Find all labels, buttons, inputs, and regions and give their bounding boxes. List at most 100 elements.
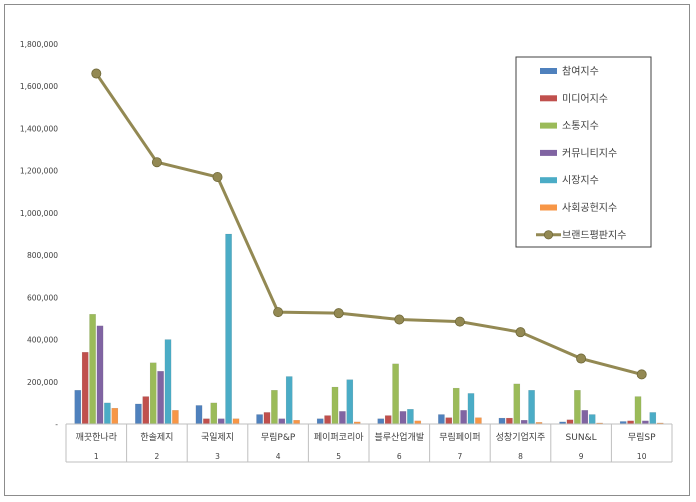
x-category-label: 한솔제지 xyxy=(140,432,173,443)
legend-label: 브랜드평판지수 xyxy=(562,229,626,241)
x-axis: 깨끗한나라 1 한솔제지 2 국일제지 3 무림P&P 4 페이퍼코리아 5 블루산업개발 6 무림페이… xyxy=(65,423,673,463)
legend-box xyxy=(515,56,652,248)
bar-series-group xyxy=(74,233,664,425)
x-category-label: 성창기업지주 xyxy=(496,432,546,443)
bar-3 xyxy=(271,390,278,425)
bar-3 xyxy=(149,362,157,425)
x-rank-label: 8 xyxy=(518,452,523,461)
bar-5 xyxy=(164,339,172,425)
x-category-label: SUN&L xyxy=(566,433,597,443)
x-category-label: 페이퍼코리아 xyxy=(314,432,364,443)
bar-3 xyxy=(574,390,581,425)
bar-4 xyxy=(217,418,225,425)
bar-1 xyxy=(498,417,506,425)
bar-6 xyxy=(293,420,300,425)
bar-1 xyxy=(74,390,82,425)
brand-index-point xyxy=(576,353,587,364)
bar-1 xyxy=(195,405,203,425)
bar-2 xyxy=(445,417,453,425)
bar-1 xyxy=(256,414,263,425)
brand-index-point xyxy=(515,327,526,338)
y-tick-label: 1,800,000 xyxy=(20,40,58,49)
bar-6 xyxy=(475,417,482,425)
bar-2 xyxy=(203,418,210,425)
brand-index-point xyxy=(636,369,647,380)
bar-2 xyxy=(324,415,331,425)
brand-index-point xyxy=(273,307,284,318)
bar-3 xyxy=(210,402,218,425)
bar-5 xyxy=(104,402,111,425)
brand-index-point xyxy=(151,157,162,168)
brand-index-point xyxy=(394,314,405,325)
legend-label: 미디어지수 xyxy=(562,93,608,105)
bar-5 xyxy=(528,390,535,425)
bar-6 xyxy=(111,407,119,425)
x-rank-label: 9 xyxy=(579,452,584,461)
x-rank-label: 3 xyxy=(215,452,220,461)
brand-index-line xyxy=(95,72,643,376)
bar-2 xyxy=(81,352,89,425)
x-rank-label: 7 xyxy=(458,452,463,461)
legend-marker xyxy=(543,230,554,240)
legend-label: 참여지수 xyxy=(562,66,599,78)
y-tick-label: 200,000 xyxy=(27,378,58,387)
legend-swatch xyxy=(540,204,557,211)
y-tick-label: - xyxy=(55,420,58,429)
y-tick-label: 1,200,000 xyxy=(20,167,58,176)
bar-3 xyxy=(452,387,460,425)
bar-4 xyxy=(520,420,528,425)
x-category-label: 국일제지 xyxy=(201,432,234,443)
x-rank-label: 4 xyxy=(276,452,281,461)
bar-3 xyxy=(392,363,399,425)
legend-swatch xyxy=(540,122,557,129)
legend-label: 커뮤니티지수 xyxy=(562,147,617,159)
bar-5 xyxy=(225,233,232,425)
legend-swatch xyxy=(540,149,557,156)
bar-3 xyxy=(89,314,96,425)
bar-2 xyxy=(384,415,392,425)
y-tick-label: 1,400,000 xyxy=(20,124,58,133)
bar-2 xyxy=(566,419,574,425)
brand-index-point xyxy=(212,171,223,182)
legend-swatch xyxy=(540,177,557,184)
bar-3 xyxy=(331,386,339,425)
bar-1 xyxy=(377,418,385,425)
bar-4 xyxy=(278,418,286,425)
bar-5 xyxy=(346,379,354,425)
bar-6 xyxy=(232,418,240,425)
x-rank-label: 2 xyxy=(155,452,160,461)
legend-swatch xyxy=(540,68,557,74)
bar-1 xyxy=(135,403,142,425)
bar-1 xyxy=(438,414,445,425)
bar-4 xyxy=(399,411,407,425)
bar-2 xyxy=(142,396,150,425)
x-rank-label: 10 xyxy=(637,452,647,461)
line-series-group xyxy=(91,68,647,380)
bar-2 xyxy=(506,417,513,425)
bar-4 xyxy=(460,410,467,425)
bar-5 xyxy=(407,409,414,425)
bar-1 xyxy=(316,418,324,425)
bar-2 xyxy=(263,412,271,425)
legend-label: 사회공헌지수 xyxy=(562,202,617,214)
y-tick-label: 1,600,000 xyxy=(20,82,58,91)
bar-3 xyxy=(634,396,642,425)
y-tick-label: 800,000 xyxy=(27,251,58,260)
x-category-label: 무림SP xyxy=(628,431,656,443)
legend-swatch xyxy=(540,95,557,102)
brand-index-point xyxy=(91,68,102,79)
legend-label: 소통지수 xyxy=(562,120,599,132)
brand-index-point xyxy=(454,316,465,327)
bar-4 xyxy=(339,411,346,425)
y-tick-label: 600,000 xyxy=(27,293,58,302)
bar-5 xyxy=(588,414,596,425)
x-rank-label: 1 xyxy=(94,452,99,461)
x-category-label: 무림페이퍼 xyxy=(439,431,480,443)
x-category-label: 블루산업개발 xyxy=(374,432,424,443)
bar-3 xyxy=(513,383,521,425)
brand-index-point xyxy=(333,308,344,319)
bar-4 xyxy=(157,371,164,425)
bar-6 xyxy=(172,410,179,425)
